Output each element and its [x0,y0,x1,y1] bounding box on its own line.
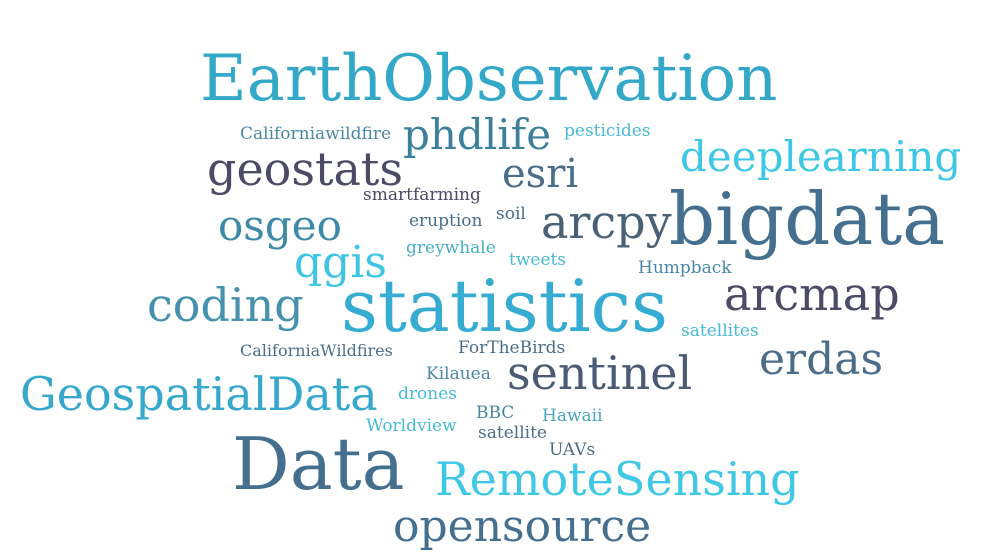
word-tweets: tweets [509,250,567,270]
word-phdlife: phdlife [403,110,552,159]
word-uavs: UAVs [549,440,596,460]
word-forthebirds: ForTheBirds [458,338,566,358]
word-geospatialdata: GeospatialData [20,367,378,421]
word-kilauea: Kilauea [426,364,491,384]
word-coding: coding [147,278,304,332]
word-sentinel: sentinel [507,346,693,400]
word-californiawildfire: Californiawildfire [240,124,392,144]
word-deeplearning: deeplearning [680,132,962,181]
word-bigdata: bigdata [669,177,946,261]
word-worldview: Worldview [366,416,457,436]
word-pesticides: pesticides [564,121,651,141]
word-hawaii: Hawaii [542,406,603,426]
word-arcpy: arcpy [541,195,672,249]
word-soil: soil [496,204,526,224]
word-esri: esri [502,151,579,197]
word-opensource: opensource [393,501,652,552]
word-drones: drones [398,384,457,404]
word-remotesensing: RemoteSensing [435,452,800,506]
word-earthobservation: EarthObservation [200,42,778,116]
word-bbc: BBC [476,403,515,423]
word-arcmap: arcmap [724,267,900,321]
word-data: Data [232,422,405,506]
word-humpback: Humpback [638,258,732,278]
word-californiawildfires: CaliforniaWildfires [240,341,393,360]
word-geostats: geostats [207,142,403,196]
word-greywhale: greywhale [406,238,496,258]
word-qgis: qgis [294,237,387,288]
word-osgeo: osgeo [218,201,342,250]
word-statistics: statistics [341,264,668,348]
word-erdas: erdas [759,334,884,385]
word-smartfarming: smartfarming [363,185,481,205]
word-satellites: satellites [681,321,759,341]
word-eruption: eruption [409,211,483,231]
word-satellite: satellite [478,423,547,443]
